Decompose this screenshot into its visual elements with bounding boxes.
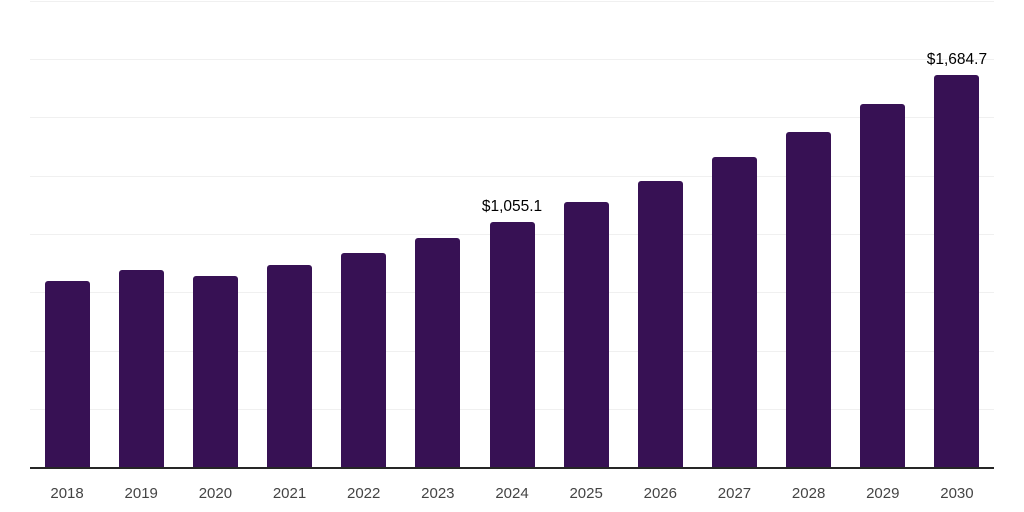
x-axis-label: 2025 [569,485,603,502]
bar-2025 [563,201,609,468]
x-axis-label: 2020 [198,485,233,502]
bar-2019 [118,269,164,468]
bar-2018 [44,280,90,468]
gridline [30,175,994,177]
x-axis-label: 2019 [124,485,158,502]
bar-2021 [267,265,313,468]
x-axis-label: 2021 [272,485,307,502]
x-axis-label: 2027 [717,485,752,502]
x-axis-line [30,467,994,469]
bar-value-label: $1,055.1 [481,197,543,215]
x-axis-label: 2024 [495,485,529,502]
bar-2020 [192,276,238,468]
gridline [30,0,994,2]
gridline [30,117,994,119]
bar-2026 [637,180,683,468]
x-axis-label: 2030 [940,485,974,502]
bar-2024 [489,221,535,468]
x-axis-label: 2029 [866,485,900,502]
bar-2028 [786,131,832,468]
bar-2029 [860,104,906,468]
x-axis-label: 2018 [50,485,84,502]
bar-2027 [711,157,757,468]
x-axis-label: 2028 [791,485,826,502]
gridline [30,58,994,60]
bar-2030 [934,74,980,468]
bar-2023 [415,238,461,468]
x-axis-label: 2022 [347,485,381,502]
bar-2022 [341,253,387,468]
x-axis-label: 2023 [421,485,455,502]
x-axis-label: 2026 [643,485,677,502]
bar-value-label: $1,684.7 [926,50,988,68]
